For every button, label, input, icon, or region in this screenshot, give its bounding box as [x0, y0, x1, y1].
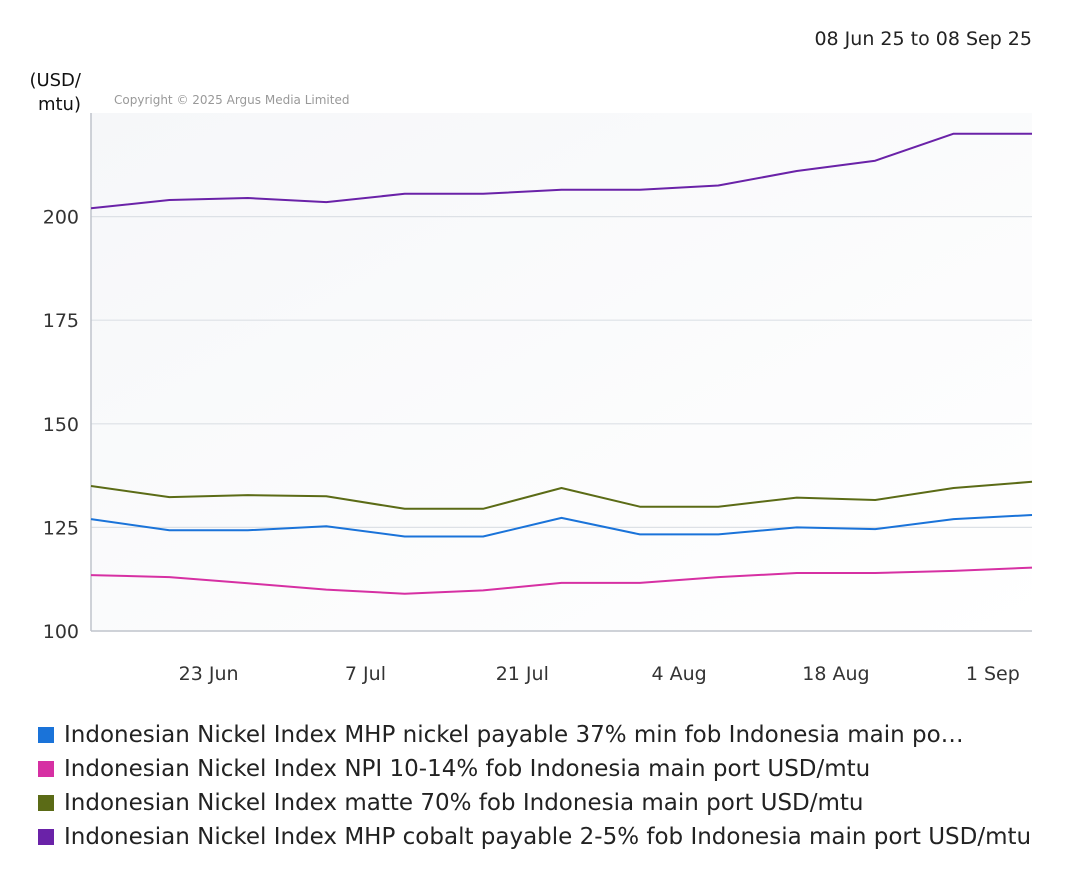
y-tick-label: 125 — [43, 517, 79, 539]
series-line-1[interactable] — [90, 566, 1033, 595]
legend-item-matte[interactable]: Indonesian Nickel Index matte 70% fob In… — [38, 786, 1031, 820]
copyright-text: Copyright © 2025 Argus Media Limited — [114, 93, 349, 107]
series-line-2[interactable] — [90, 480, 1033, 510]
y-tick-label: 100 — [43, 621, 79, 643]
legend-label: Indonesian Nickel Index MHP nickel payab… — [64, 722, 964, 748]
legend-swatch — [38, 727, 54, 743]
y-tick-label: 200 — [43, 207, 79, 229]
legend-label: Indonesian Nickel Index matte 70% fob In… — [64, 790, 864, 816]
legend-swatch — [38, 795, 54, 811]
plot-area — [91, 113, 1032, 631]
y-tick-labels: 100 125 150 175 200 — [43, 207, 79, 643]
legend-swatch — [38, 761, 54, 777]
legend: Indonesian Nickel Index MHP nickel payab… — [38, 718, 1031, 854]
legend-item-npi[interactable]: Indonesian Nickel Index NPI 10-14% fob I… — [38, 752, 1031, 786]
legend-label: Indonesian Nickel Index MHP cobalt payab… — [64, 824, 1032, 850]
axes — [90, 113, 1032, 632]
legend-item-mhp-nickel[interactable]: Indonesian Nickel Index MHP nickel payab… — [38, 718, 1031, 752]
series-line-3[interactable] — [90, 132, 1032, 210]
x-tick-label: 1 Sep — [966, 663, 1020, 685]
legend-item-mhp-cobalt[interactable]: Indonesian Nickel Index MHP cobalt payab… — [38, 820, 1031, 854]
y-tick-label: 175 — [43, 310, 79, 332]
y-tick-label: 150 — [43, 414, 79, 436]
series-line-0[interactable] — [90, 514, 1033, 538]
line-chart: (USD/ mtu) Copyright © 2025 Argus Media … — [29, 70, 1033, 685]
x-tick-labels: 23 Jun 7 Jul 21 Jul 4 Aug 18 Aug 1 Sep — [179, 663, 1020, 685]
y-axis-label-line-1: (USD/ — [29, 70, 81, 91]
y-axis-label-line-2: mtu) — [38, 94, 81, 115]
series-lines — [90, 132, 1033, 595]
legend-label: Indonesian Nickel Index NPI 10-14% fob I… — [64, 756, 871, 782]
date-range: 08 Jun 25 to 08 Sep 25 — [814, 28, 1032, 50]
x-tick-label: 23 Jun — [179, 663, 239, 685]
grid-lines — [91, 216, 1032, 529]
x-tick-label: 7 Jul — [345, 663, 386, 685]
legend-swatch — [38, 829, 54, 845]
x-tick-label: 21 Jul — [496, 663, 549, 685]
x-tick-label: 4 Aug — [652, 663, 707, 685]
x-tick-label: 18 Aug — [802, 663, 869, 685]
